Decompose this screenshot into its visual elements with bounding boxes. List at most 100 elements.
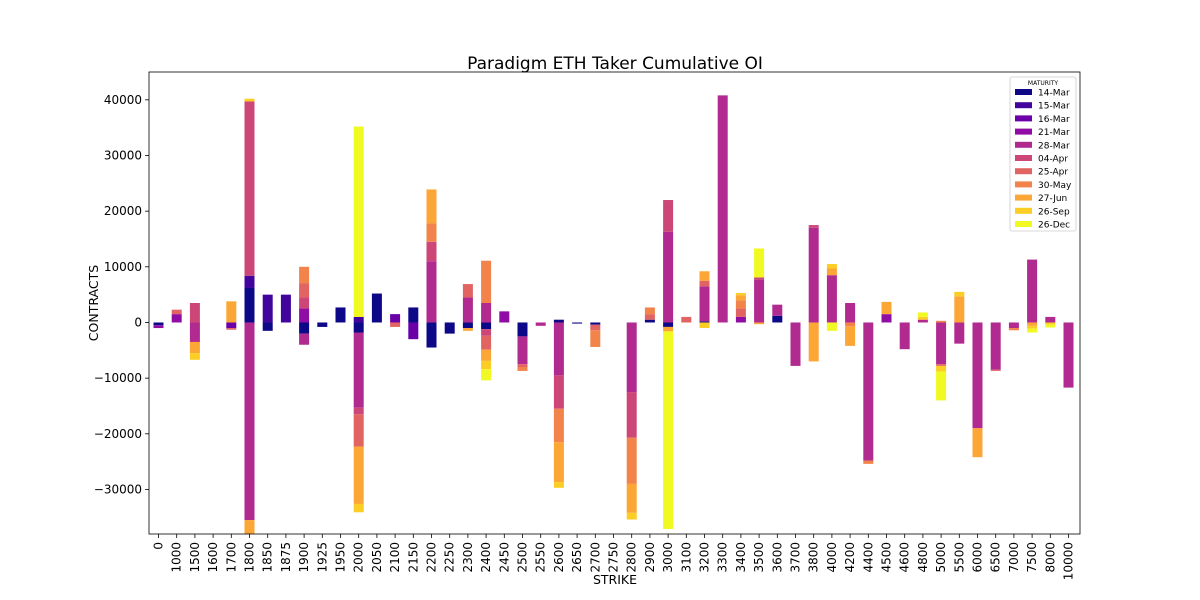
bar-2800-04-apr — [626, 392, 637, 438]
bar-2800-27-jun — [626, 483, 637, 513]
bar-2000-26-sep — [353, 503, 364, 513]
bar-3400-30-may — [735, 300, 746, 309]
legend-label-04-apr: 04-Apr — [1038, 155, 1068, 165]
bar-1925-14-mar — [317, 322, 328, 327]
bar-2600-27-jun — [553, 442, 564, 483]
bar-2800-30-may — [626, 437, 637, 484]
bar-2200-30-may — [426, 223, 437, 242]
bar-1700-27-jun — [226, 301, 237, 323]
bar-3200-27-jun — [699, 271, 710, 281]
bar-4800-26-dec — [917, 312, 928, 317]
bar-7500-26-dec — [1027, 328, 1038, 333]
x-tick-label: 3400 — [734, 542, 748, 573]
bar-3200-14-mar — [699, 321, 710, 323]
bar-3700-28-mar — [790, 322, 801, 366]
legend-label-30-may: 30-May — [1038, 181, 1072, 191]
chart-title: Paradigm ETH Taker Cumulative OI — [467, 54, 763, 74]
bar-2000-25-apr — [353, 414, 364, 447]
bar-5500-28-mar — [954, 322, 965, 344]
bar-2400-14-mar — [481, 322, 492, 330]
bar-1000-21-mar — [171, 314, 182, 323]
x-tick-label: 4400 — [861, 542, 875, 573]
bar-1800-15-mar — [244, 275, 255, 288]
bar-2000-26-dec — [353, 126, 364, 317]
bar-4000-26-dec — [826, 322, 837, 331]
bar-4800-28-mar — [917, 319, 928, 323]
x-tick-label: 3700 — [789, 542, 803, 573]
x-tick-label: 2700 — [588, 542, 602, 573]
bar-3800-28-mar — [808, 227, 819, 323]
x-tick-label: 2800 — [625, 542, 639, 573]
bar-4500-21-mar — [881, 314, 892, 323]
bar-2150-16-mar — [408, 322, 419, 340]
bar-2400-26-sep — [481, 360, 492, 370]
bar-2400-30-may — [481, 260, 492, 303]
bar-3000-28-mar — [663, 231, 674, 323]
legend-label-28-mar: 28-Mar — [1038, 141, 1070, 151]
bar-3200-25-apr — [699, 280, 710, 287]
bar-2200-27-jun — [426, 189, 437, 224]
bar-2150-14-mar — [408, 307, 419, 323]
legend-label-26-sep: 26-Sep — [1038, 207, 1070, 217]
bar-2300-14-mar — [462, 322, 473, 329]
legend-swatch-15-mar — [1015, 102, 1032, 109]
bar-7500-28-mar — [1027, 259, 1038, 323]
bar-2700-25-apr — [590, 324, 601, 331]
x-tick-label: 1600 — [206, 542, 220, 573]
bar-1875-15-mar — [280, 294, 291, 323]
bar-1900-14-mar — [299, 322, 310, 334]
x-tick-label: 3800 — [807, 542, 821, 573]
bar-8000-26-dec — [1045, 324, 1056, 328]
bar-2500-25-apr — [517, 364, 528, 368]
x-tick-label: 4200 — [843, 542, 857, 573]
bar-2800-26-sep — [626, 512, 637, 520]
bar-4600-28-mar — [899, 322, 910, 350]
legend-swatch-14-mar — [1015, 89, 1032, 95]
bar-6500-28-mar — [990, 322, 1001, 370]
bar-3000-26-dec — [663, 331, 674, 529]
bar-2600-26-sep — [553, 482, 564, 488]
x-tick-label: 7500 — [1025, 542, 1039, 573]
bar-2400-28-mar — [481, 303, 492, 323]
x-tick-label: 2000 — [352, 542, 366, 573]
bar-4400-30-may — [863, 460, 874, 464]
legend-label-14-mar: 14-Mar — [1038, 89, 1070, 99]
bar-7500-26-sep — [1027, 325, 1038, 329]
bar-5000-26-sep — [936, 365, 947, 372]
bar-3000-04-apr — [663, 200, 674, 232]
x-tick-label: 2450 — [497, 542, 511, 573]
x-tick-label: 3600 — [770, 542, 784, 573]
x-tick-label: 8000 — [1043, 542, 1057, 573]
bar-1500-27-jun — [189, 341, 200, 354]
bar-4200-30-may — [845, 322, 856, 327]
bar-2900-14-mar — [644, 319, 655, 323]
bar-5500-27-jun — [954, 296, 965, 323]
legend-swatch-21-mar — [1015, 128, 1032, 135]
bar-2500-30-may — [517, 367, 528, 371]
bar-2600-30-may — [553, 408, 564, 443]
legend-label-26-dec: 26-Dec — [1038, 221, 1070, 231]
y-tick-label: 40000 — [104, 93, 142, 107]
bar-1500-04-apr — [189, 303, 200, 323]
legend-label-21-mar: 21-Mar — [1038, 128, 1070, 138]
bar-10000-28-mar — [1063, 322, 1074, 388]
bar-2400-25-apr — [481, 335, 492, 350]
x-tick-label: 3100 — [679, 542, 693, 573]
bar-1900-25-apr — [299, 283, 310, 298]
bar-3200-28-mar — [699, 286, 710, 322]
bar-4500-27-jun — [881, 301, 892, 315]
bar-6000-27-jun — [972, 428, 983, 458]
plot-frame — [148, 71, 1081, 535]
y-axis-label: CONTRACTS — [86, 265, 101, 341]
bar-3500-27-jun — [754, 322, 765, 325]
bar-3600-14-mar — [772, 315, 783, 323]
bar-1850-14-mar — [262, 322, 273, 331]
bar-2000-04-apr — [353, 407, 364, 415]
x-tick-label: 0 — [152, 542, 166, 550]
bar-2200-04-apr — [426, 241, 437, 262]
bar-2000-28-mar — [353, 332, 364, 408]
x-tick-label: 3200 — [698, 542, 712, 573]
bar-2200-28-mar — [426, 261, 437, 323]
bar-3800-04-apr — [808, 225, 819, 228]
bar-3000-27-jun — [663, 326, 674, 332]
